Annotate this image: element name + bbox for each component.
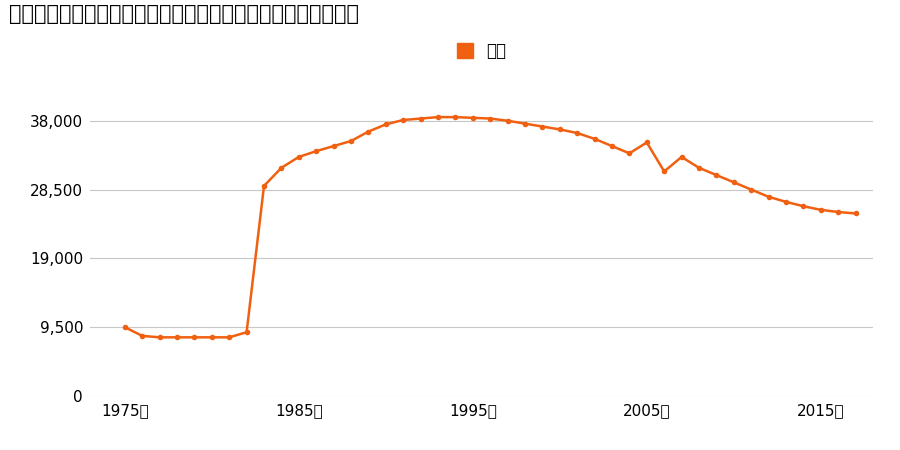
Text: 福岡県大牟田市大字歴木字平野山１８０７番３９５の地価推移: 福岡県大牟田市大字歴木字平野山１８０７番３９５の地価推移: [9, 4, 359, 24]
Legend: 価格: 価格: [456, 42, 507, 60]
